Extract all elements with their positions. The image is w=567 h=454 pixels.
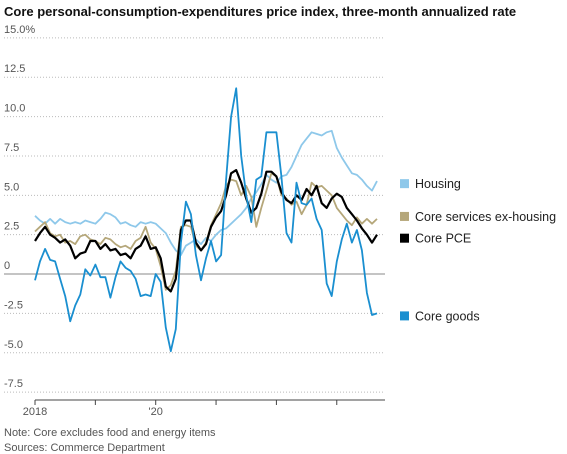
legend-swatch: [400, 311, 409, 321]
legend-label: Core goods: [415, 309, 480, 323]
source: Sources: Commerce Department: [4, 442, 165, 454]
legend-swatch: [400, 211, 409, 221]
y-tick-label: -5.0: [4, 339, 23, 351]
legend-label: Core services ex-housing: [415, 210, 556, 224]
x-tick-label: '20: [149, 406, 163, 418]
legend-label: Housing: [415, 177, 461, 191]
line-series: [34, 169, 378, 293]
y-tick-label: 2.5: [4, 221, 19, 233]
y-tick-label: 7.5: [4, 142, 19, 154]
y-tick-label: -2.5: [4, 299, 23, 311]
legend-swatch: [400, 233, 409, 243]
y-tick-label: 5.0: [4, 181, 19, 193]
y-tick-label: 15.0%: [4, 24, 35, 36]
line-series: [34, 87, 378, 353]
note: Note: Core excludes food and energy item…: [4, 427, 216, 439]
y-tick-label: 10.0: [4, 103, 25, 115]
legend-swatch: [400, 179, 409, 189]
chart-title: Core personal-consumption-expenditures p…: [4, 4, 516, 19]
y-tick-label: 12.5: [4, 63, 25, 75]
legend-label: Core PCE: [415, 232, 471, 246]
x-tick-label: 2018: [23, 406, 47, 418]
y-tick-label: 0: [4, 260, 10, 272]
y-tick-label: -7.5: [4, 378, 23, 390]
line-series: [34, 129, 378, 256]
